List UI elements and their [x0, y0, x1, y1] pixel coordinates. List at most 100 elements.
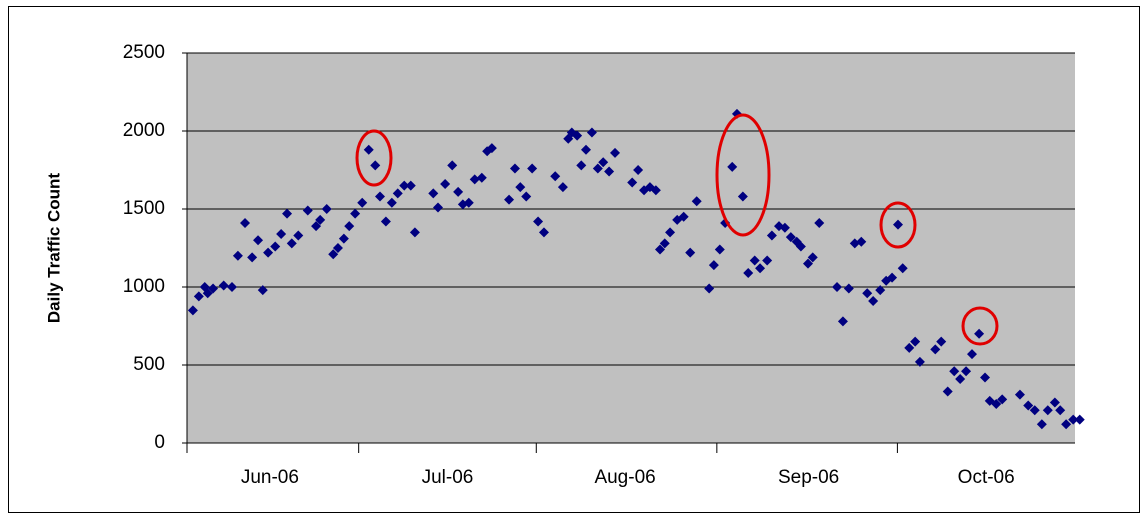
- data-point: [814, 218, 825, 229]
- data-point: [332, 243, 343, 253]
- data-point: [193, 291, 204, 302]
- data-point: [627, 177, 638, 188]
- data-point: [779, 222, 790, 233]
- data-point: [527, 163, 538, 174]
- data-point: [1029, 405, 1040, 416]
- data-point: [409, 227, 420, 238]
- data-point: [218, 280, 229, 291]
- data-point: [997, 394, 1008, 405]
- data-point: [504, 194, 515, 205]
- data-point: [749, 255, 760, 266]
- highlight-circle: [879, 201, 917, 249]
- data-point: [936, 336, 947, 347]
- y-tick-label: 1000: [123, 276, 165, 297]
- data-point: [1036, 419, 1047, 430]
- data-point: [592, 163, 603, 174]
- data-point: [897, 263, 908, 274]
- data-point: [321, 204, 332, 214]
- data-point: [837, 316, 848, 327]
- data-point: [350, 208, 361, 219]
- data-point: [980, 372, 991, 383]
- data-point: [253, 235, 264, 246]
- x-tick-label: Aug-06: [594, 467, 655, 488]
- data-point: [665, 227, 676, 238]
- data-point: [1042, 405, 1053, 416]
- data-point: [803, 258, 814, 269]
- data-point: [1014, 389, 1025, 400]
- data-point: [302, 205, 313, 216]
- data-point: [399, 180, 410, 191]
- data-point: [807, 252, 818, 263]
- y-tick-label: 0: [154, 432, 165, 453]
- data-point: [974, 328, 985, 339]
- data-point: [428, 188, 439, 199]
- data-point: [405, 180, 416, 191]
- data-point: [486, 143, 497, 154]
- data-point: [633, 165, 644, 175]
- data-point: [270, 241, 281, 252]
- data-point: [311, 221, 322, 232]
- data-point: [910, 336, 921, 347]
- data-point: [286, 238, 297, 249]
- data-point: [187, 305, 198, 316]
- data-point: [785, 232, 796, 243]
- data-point: [433, 202, 444, 213]
- data-point: [887, 272, 898, 283]
- data-point: [533, 216, 544, 227]
- data-point: [447, 160, 458, 171]
- data-point: [293, 230, 304, 241]
- data-point: [315, 214, 326, 225]
- data-point: [604, 166, 615, 177]
- x-tick-label: Oct-06: [958, 467, 1015, 488]
- data-point: [678, 211, 689, 222]
- data-point: [576, 160, 587, 171]
- data-point: [914, 356, 925, 367]
- data-point: [930, 344, 941, 355]
- data-point: [904, 342, 915, 353]
- data-point: [691, 196, 702, 207]
- data-point: [240, 218, 251, 229]
- data-point: [862, 288, 873, 299]
- highlight-circle: [961, 306, 999, 346]
- data-point: [440, 179, 451, 190]
- data-point: [476, 172, 487, 183]
- data-point: [581, 144, 592, 155]
- data-point: [572, 130, 583, 141]
- data-point: [550, 171, 561, 182]
- data-point: [202, 288, 213, 299]
- data-point: [338, 233, 349, 244]
- data-point: [328, 249, 339, 260]
- data-point: [655, 244, 666, 255]
- data-point: [1074, 414, 1085, 425]
- data-point: [344, 221, 355, 232]
- data-point: [892, 219, 903, 230]
- data-point: [386, 197, 397, 208]
- highlight-circle: [355, 129, 393, 187]
- data-point: [509, 163, 520, 174]
- y-axis-label: Daily Traffic Count: [44, 173, 63, 324]
- data-point: [469, 174, 480, 185]
- data-point: [762, 255, 773, 266]
- data-point: [380, 216, 391, 227]
- data-point: [610, 147, 621, 158]
- data-point: [557, 182, 568, 193]
- y-tick-label: 2000: [123, 120, 165, 141]
- data-point: [1068, 414, 1079, 425]
- data-point: [208, 283, 219, 294]
- data-point: [357, 197, 368, 208]
- data-point: [755, 263, 766, 274]
- data-point: [247, 252, 258, 263]
- data-point: [727, 161, 738, 172]
- data-point: [650, 185, 661, 196]
- data-point: [257, 285, 268, 296]
- data-point: [714, 244, 725, 255]
- data-point: [374, 191, 385, 202]
- data-point: [521, 191, 532, 202]
- data-point: [991, 399, 1002, 409]
- data-point: [766, 230, 777, 241]
- data-point: [598, 157, 609, 168]
- x-tick-label: Sep-06: [778, 467, 839, 488]
- data-point: [515, 182, 526, 193]
